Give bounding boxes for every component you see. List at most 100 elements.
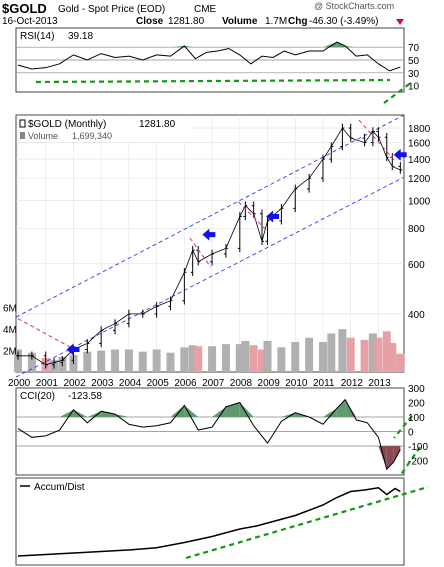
correction-line (189, 237, 212, 268)
volume-label: Volume (222, 16, 258, 27)
change-label: Chg (288, 16, 307, 27)
close-label: Close (136, 16, 164, 27)
year-tick-label: 2006 (174, 378, 197, 389)
trend-channel (15, 114, 405, 378)
cci-overbought-fill (184, 405, 199, 417)
cci-overbought-fill (170, 405, 185, 417)
rsi-overbought-fill (322, 42, 337, 48)
year-tick-label: 2001 (36, 378, 59, 389)
year-tick-label: 2009 (258, 378, 281, 389)
cci-overbought-fill (322, 408, 337, 417)
volume-legend-label: Volume (28, 131, 58, 141)
cci-tick-label: 300 (408, 384, 425, 395)
rsi-overbought-fill (345, 45, 357, 48)
price-legend: $GOLD (Monthly) 1281.80 Volume 1,699,340 (18, 117, 194, 142)
price-tick-label: 1600 (408, 139, 431, 150)
year-tick-label: 2011 (313, 378, 335, 389)
cci-lower-trend-line (399, 446, 421, 477)
volume-bar (346, 337, 355, 372)
cci-tick-label: -200 (408, 457, 428, 468)
volume-bar (277, 347, 286, 372)
volume-value: 1.7M (265, 16, 287, 27)
year-tick-label: 2004 (119, 378, 142, 389)
year-tick-label: 2003 (91, 378, 114, 389)
rsi-overbought-fill (184, 45, 196, 48)
cci-oversold-fill (378, 446, 387, 470)
price-tick-label: 1800 (408, 124, 431, 135)
volume-tick-label: 6M (3, 304, 17, 315)
ad-panel (15, 477, 405, 566)
cci-tick-label: 100 (408, 413, 425, 424)
volume-bar (241, 340, 250, 372)
volume-tick-label: 2M (3, 347, 17, 358)
down-triangle-icon (396, 19, 404, 25)
watermark: @ StockCharts.com (314, 1, 394, 11)
rsi-legend-label: RSI(14) (20, 31, 54, 42)
volume-bar (152, 349, 161, 372)
cci-legend-value: -123.58 (68, 391, 102, 402)
volume-bar (382, 331, 391, 372)
volume-bar (194, 346, 203, 372)
correction-line (17, 318, 71, 348)
volume-bar (83, 351, 92, 372)
volume-bar (166, 352, 175, 372)
change-value: -46.30 (-3.49%) (309, 16, 378, 27)
arrow-icon (66, 343, 80, 356)
year-tick-label: 2005 (147, 378, 170, 389)
date: 16-Oct-2013 (2, 16, 58, 27)
cci-tick-label: 200 (408, 399, 425, 410)
rsi-legend: RSI(14) 39.18 (18, 30, 114, 42)
cci-overbought-fill (212, 406, 226, 417)
volume-bar (327, 333, 336, 372)
close-value: 1281.80 (168, 16, 205, 27)
cci-line (17, 398, 401, 471)
volume-bar (208, 346, 217, 372)
rsi-legend-value: 39.18 (68, 31, 93, 42)
volume-bar (396, 353, 405, 372)
ohlc-icon (19, 119, 26, 128)
channel-upper-line (15, 114, 405, 318)
volume-bar (257, 349, 266, 372)
volume-bar (124, 349, 133, 372)
volume-bar (318, 342, 327, 372)
year-tick-label: 2010 (285, 378, 308, 389)
year-tick-label: 2000 (8, 378, 31, 389)
annotations (17, 78, 429, 560)
volume-bar (249, 345, 258, 372)
exchange: CME (194, 4, 217, 15)
correction-line (358, 119, 396, 162)
rsi-tick-label: 70 (408, 43, 420, 54)
rsi-tick-label: 30 (408, 69, 420, 80)
price-tick-label: 1200 (408, 174, 431, 185)
volume-bar (360, 339, 369, 372)
price-legend-label: $GOLD (Monthly) (28, 119, 106, 130)
volume-bar (235, 344, 244, 372)
volume-bar (138, 351, 147, 372)
volume-bar (374, 337, 383, 372)
volume-bar (388, 343, 397, 372)
cci-overbought-fill (281, 412, 296, 417)
ad-legend-label: Accum/Dist (34, 482, 85, 493)
rsi-tick-label: 10 (408, 82, 420, 93)
cci-legend: CCI(20) -123.58 (18, 390, 134, 402)
price-tick-label: 400 (408, 310, 425, 321)
cci-overbought-fill (336, 399, 346, 417)
cci-overbought-fill (87, 411, 102, 417)
cci-overbought-fill (239, 402, 254, 417)
cci-overbought-fill (101, 411, 116, 417)
ad-series (17, 486, 401, 557)
volume-bar (338, 329, 347, 372)
year-tick-label: 2008 (230, 378, 253, 389)
rsi-tick-label: 50 (408, 56, 420, 67)
volume-bar (14, 349, 22, 372)
price-tick-label: 800 (408, 224, 425, 235)
cci-series (17, 398, 401, 471)
axis-ticks: 705030106M4M2M18001600140012001000800600… (3, 43, 431, 467)
price-close-line (18, 127, 401, 366)
cci-legend-label: CCI(20) (20, 391, 55, 402)
volume-bar (291, 342, 300, 372)
volume-bar (263, 340, 272, 372)
rsi-line (17, 41, 401, 72)
cci-upper-trend-line (393, 415, 413, 439)
